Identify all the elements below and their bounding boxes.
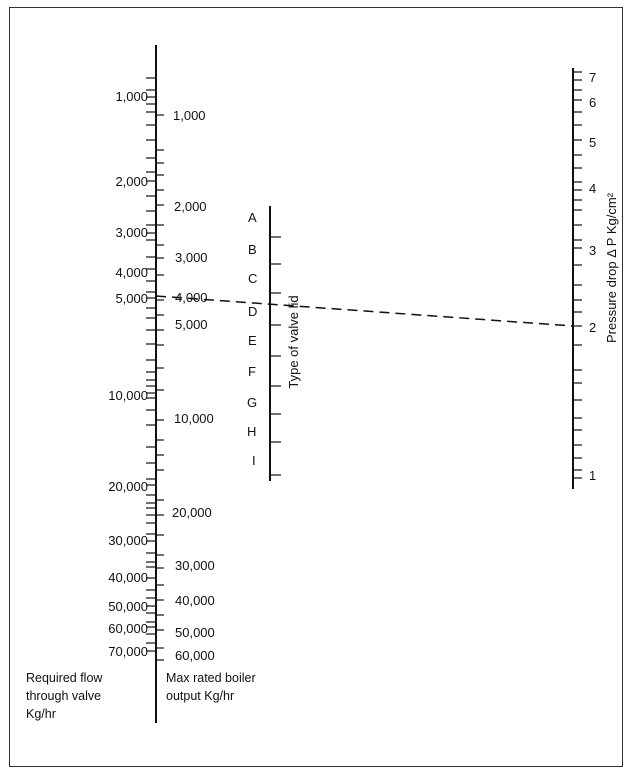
output-label-5000: 5,000	[175, 317, 208, 332]
flow-label-50000: 50,000	[108, 599, 148, 614]
pressure-labels: 7 6 5 4 3 2 1	[589, 70, 596, 483]
valve-label-c: C	[248, 271, 257, 286]
valve-label-b: B	[248, 242, 257, 257]
output-caption: Max rated boiler output Kg/hr	[166, 671, 256, 703]
flow-label-1000: 1,000	[115, 89, 148, 104]
valve-lid-caption: Type of valve lid	[286, 295, 301, 388]
output-label-4000: 4,000	[175, 290, 208, 305]
output-label-50000: 50,000	[175, 625, 215, 640]
flow-caption-line-1: Required flow	[26, 671, 103, 685]
flow-label-4000: 4,000	[115, 265, 148, 280]
valve-label-f: F	[248, 364, 256, 379]
example-dashed-line	[155, 295, 574, 327]
flow-caption-line-2: through valve	[26, 689, 101, 703]
flow-label-60000: 60,000	[108, 621, 148, 636]
pressure-ticks	[573, 71, 582, 479]
output-label-10000: 10,000	[174, 411, 214, 426]
pressure-label-5: 5	[589, 135, 596, 150]
valve-label-e: E	[248, 333, 257, 348]
flow-label-10000: 10,000	[108, 388, 148, 403]
valve-labels: A B C D E F G H I	[247, 210, 257, 468]
pressure-label-2: 2	[589, 320, 596, 335]
flow-caption-line-3: Kg/hr	[26, 707, 56, 721]
pressure-label-7: 7	[589, 70, 596, 85]
output-labels: 1,000 2,000 3,000 4,000 5,000 10,000 20,…	[172, 108, 215, 663]
output-ticks	[156, 114, 164, 661]
valve-label-d: D	[248, 304, 257, 319]
flow-label-2000: 2,000	[115, 174, 148, 189]
output-label-20000: 20,000	[172, 505, 212, 520]
output-label-60000: 60,000	[175, 648, 215, 663]
output-label-2000: 2,000	[174, 199, 207, 214]
pressure-caption: Pressure drop Δ P Kg/cm²	[604, 192, 619, 343]
flow-ticks	[146, 77, 156, 652]
pressure-label-6: 6	[589, 95, 596, 110]
valve-label-a: A	[248, 210, 257, 225]
flow-label-3000: 3,000	[115, 225, 148, 240]
output-label-3000: 3,000	[175, 250, 208, 265]
flow-label-5000: 5,000	[115, 291, 148, 306]
flow-label-20000: 20,000	[108, 479, 148, 494]
flow-label-70000: 70,000	[108, 644, 148, 659]
pressure-label-3: 3	[589, 243, 596, 258]
flow-label-40000: 40,000	[108, 570, 148, 585]
output-label-1000: 1,000	[173, 108, 206, 123]
flow-label-30000: 30,000	[108, 533, 148, 548]
flow-labels: 1,000 2,000 3,000 4,000 5,000 10,000 20,…	[108, 89, 148, 659]
valve-ticks	[270, 236, 281, 476]
valve-label-g: G	[247, 395, 257, 410]
output-label-30000: 30,000	[175, 558, 215, 573]
output-caption-line-2: output Kg/hr	[166, 689, 234, 703]
valve-label-h: H	[247, 424, 256, 439]
pressure-label-1: 1	[589, 468, 596, 483]
output-label-40000: 40,000	[175, 593, 215, 608]
flow-caption: Required flow through valve Kg/hr	[26, 671, 103, 721]
output-caption-line-1: Max rated boiler	[166, 671, 256, 685]
valve-label-i: I	[252, 453, 256, 468]
pressure-label-4: 4	[589, 181, 596, 196]
nomogram-frame	[9, 7, 623, 767]
